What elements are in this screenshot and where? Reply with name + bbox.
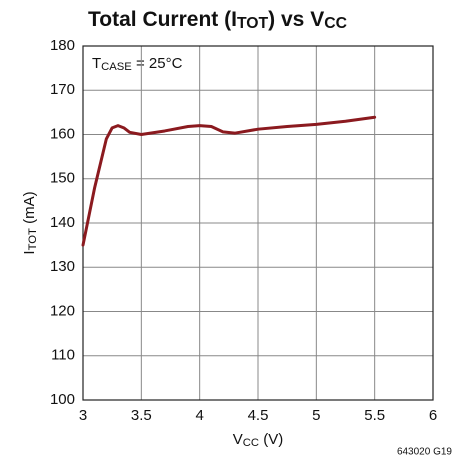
- plot-frame: [82, 45, 434, 401]
- text-run: = 25°C: [132, 55, 183, 72]
- text-run: V: [233, 431, 243, 448]
- x-tick-label: 5.5: [364, 407, 385, 424]
- text-run: Total Current (I: [88, 8, 237, 31]
- y-tick-label: 140: [50, 214, 75, 231]
- annotation: TCASE = 25°C: [92, 55, 183, 73]
- x-tick-label: 4: [195, 407, 203, 424]
- subscript: TOT: [27, 228, 39, 250]
- x-tick-label: 4.5: [248, 407, 269, 424]
- chart-title: Total Current (ITOT) vs VCC: [88, 8, 347, 33]
- y-axis-label: ITOT (mA): [21, 191, 39, 254]
- x-tick-label: 5: [312, 407, 320, 424]
- text-run: I: [21, 250, 38, 254]
- y-tick-label: 150: [50, 170, 75, 187]
- footnote: 643020 G19: [397, 447, 452, 458]
- x-tick-label: 6: [429, 407, 437, 424]
- text-run: (V): [259, 431, 283, 448]
- data-line: [81, 115, 377, 247]
- x-tick-label: 3.5: [131, 407, 152, 424]
- subscript: TOT: [237, 15, 269, 32]
- y-tick-label: 180: [50, 37, 75, 54]
- y-tick-label: 170: [50, 81, 75, 98]
- text-run: (mA): [21, 191, 38, 228]
- text-run: T: [92, 55, 101, 72]
- subscript: CC: [324, 15, 347, 32]
- y-tick-label: 110: [51, 347, 75, 364]
- subscript: CC: [243, 437, 259, 449]
- y-tick-label: 120: [50, 302, 75, 319]
- y-tick-label: 100: [50, 391, 75, 408]
- subscript: CASE: [101, 61, 132, 73]
- x-axis-label: VCC (V): [233, 431, 283, 449]
- y-tick-label: 130: [50, 258, 75, 275]
- x-tick-label: 3: [79, 407, 87, 424]
- y-tick-label: 160: [50, 125, 75, 142]
- text-run: ) vs V: [268, 8, 324, 31]
